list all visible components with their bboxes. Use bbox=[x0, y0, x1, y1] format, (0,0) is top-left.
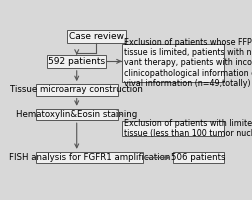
Text: Exclusion of patients with limited tumor
tissue (less than 100 tumor nuclei, n=3: Exclusion of patients with limited tumor… bbox=[123, 119, 252, 138]
FancyBboxPatch shape bbox=[35, 84, 117, 96]
FancyBboxPatch shape bbox=[35, 152, 143, 163]
Text: FISH analysis for FGFR1 amplification: FISH analysis for FGFR1 amplification bbox=[9, 153, 170, 162]
Text: Hematoxylin&Eosin staining: Hematoxylin&Eosin staining bbox=[16, 110, 137, 119]
Text: Exclusion of patients whose FFPE
tissue is limited, patients with neoadju-
vant : Exclusion of patients whose FFPE tissue … bbox=[123, 38, 252, 88]
FancyBboxPatch shape bbox=[35, 109, 117, 120]
Text: Tissue microarray construction: Tissue microarray construction bbox=[10, 85, 143, 94]
Text: 506 patients: 506 patients bbox=[170, 153, 225, 162]
FancyBboxPatch shape bbox=[67, 30, 125, 43]
FancyBboxPatch shape bbox=[121, 121, 223, 136]
FancyBboxPatch shape bbox=[121, 44, 223, 82]
Text: Case review: Case review bbox=[69, 32, 123, 41]
FancyBboxPatch shape bbox=[47, 55, 106, 68]
FancyBboxPatch shape bbox=[172, 152, 223, 163]
Text: 592 patients: 592 patients bbox=[48, 57, 105, 66]
